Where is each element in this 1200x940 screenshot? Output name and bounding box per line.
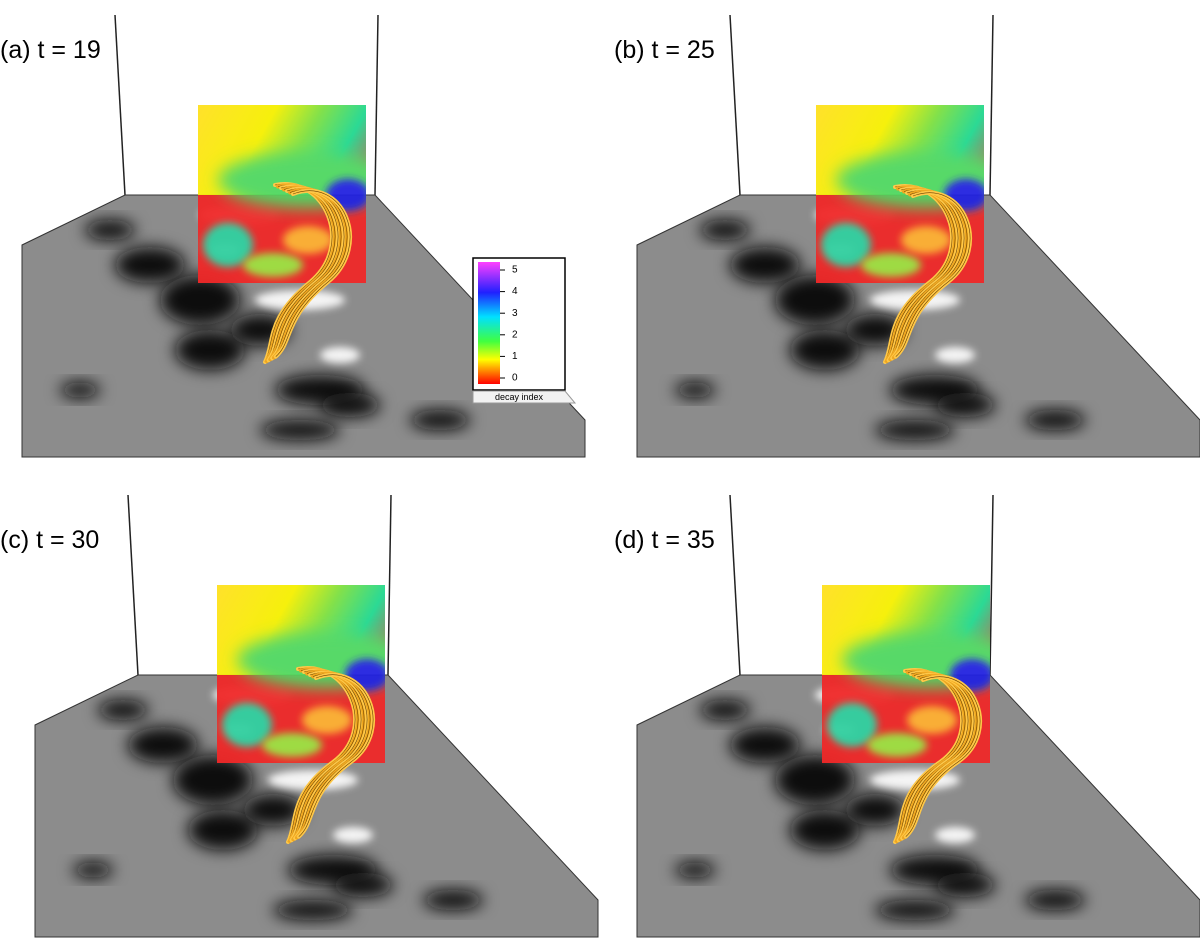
slice-orange-blob (283, 226, 333, 254)
panel-label: (c) t = 30 (0, 526, 99, 554)
sunspot (260, 420, 340, 440)
box-edge (374, 14, 379, 196)
panel (636, 494, 1200, 938)
box-edge (729, 14, 741, 196)
panel (34, 494, 599, 938)
flux-rope-outline (905, 676, 981, 837)
slice-orange-blob (901, 226, 951, 254)
sunspot (1025, 890, 1085, 910)
sunspot (115, 247, 185, 283)
box-edge (387, 494, 392, 676)
colorbar-title-box (472, 390, 577, 404)
colorbar-tick-label: 2 (512, 329, 518, 340)
sunspot (128, 727, 198, 763)
panel-label: (d) t = 35 (614, 526, 715, 554)
box-edge (114, 14, 126, 196)
sunspot (410, 410, 470, 430)
decay-slice (822, 585, 990, 763)
plage (935, 827, 975, 843)
slice-green-blob (861, 253, 921, 277)
plane-edge (34, 674, 599, 938)
colorbar-title: decay index (495, 392, 544, 402)
plage (320, 347, 360, 363)
sunspot (845, 794, 905, 826)
sunspot (173, 755, 253, 805)
box-edge (989, 494, 994, 676)
sunspot (85, 220, 135, 240)
sunspot (320, 393, 380, 417)
sunspot (730, 247, 800, 283)
plane-edge (21, 194, 586, 458)
sunspot (243, 794, 303, 826)
sunspot (423, 890, 483, 910)
colorbar: 0 1 2 3 4 5 decay index (472, 257, 577, 404)
sunspot (775, 755, 855, 805)
slice-green-blob (243, 253, 303, 277)
sunspot (73, 862, 113, 878)
plage (333, 827, 373, 843)
colorbar-tick-label: 5 (512, 265, 518, 276)
colorbar-tick-label: 1 (512, 351, 518, 362)
panel (636, 14, 1200, 458)
sunspot (60, 382, 100, 398)
sunspot (790, 330, 860, 370)
flux-rope-outline (275, 190, 351, 357)
magnetogram (22, 195, 585, 457)
sunspot (935, 873, 995, 897)
sunspot (730, 727, 800, 763)
slice-cyan-blob (222, 703, 272, 747)
box-edge (729, 494, 741, 676)
flux-rope-outline (895, 192, 971, 357)
slice-green-blob (867, 733, 927, 757)
panel (21, 14, 586, 458)
sunspot (188, 810, 258, 850)
sunspot (333, 873, 393, 897)
slice-orange-blob (907, 706, 957, 734)
flux-rope-outline (298, 674, 374, 837)
slice-green-blob (262, 733, 322, 757)
colorbar-tick-label: 4 (512, 286, 518, 297)
slice-green-band (842, 632, 990, 688)
box-edge (127, 494, 139, 676)
sunspot (675, 382, 715, 398)
sunspot (875, 900, 955, 920)
sunspot (700, 220, 750, 240)
sunspot (875, 420, 955, 440)
sunspot (700, 700, 750, 720)
plane-edge (636, 194, 1200, 458)
sunspot (790, 810, 860, 850)
sunspot (160, 275, 240, 325)
box-edge (989, 14, 994, 196)
colorbar-gradient (478, 262, 500, 384)
sunspot (98, 700, 148, 720)
plage (935, 347, 975, 363)
sunspot (675, 862, 715, 878)
sunspot (175, 330, 245, 370)
slice-cyan-blob (821, 223, 871, 267)
sunspot (1025, 410, 1085, 430)
colorbar-tick-label: 0 (512, 373, 518, 384)
colorbar-tick-label: 3 (512, 308, 518, 319)
slice-orange-blob (302, 706, 352, 734)
slice-cyan-blob (203, 223, 253, 267)
sunspot (935, 393, 995, 417)
sunspot (273, 900, 353, 920)
panel-label: (b) t = 25 (614, 36, 715, 64)
slice-cyan-blob (827, 703, 877, 747)
panel-label: (a) t = 19 (0, 36, 101, 64)
sunspot (775, 275, 855, 325)
